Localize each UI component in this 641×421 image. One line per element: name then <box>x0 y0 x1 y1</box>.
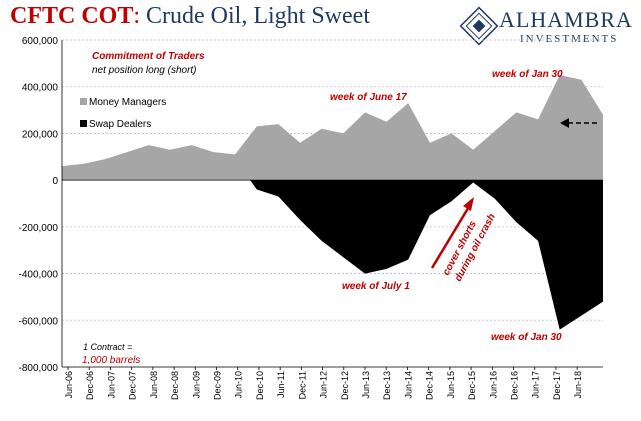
x-tick-label: Jun-13 <box>361 371 371 399</box>
annotation-cot-subtitle: net position long (short) <box>92 65 197 76</box>
x-tick-label: Jun-18 <box>573 371 583 399</box>
x-tick-label: Dec-15 <box>467 371 477 400</box>
legend-swatch-swap-dealers <box>80 120 87 127</box>
annotation-week-jan-30-bottom: week of Jan 30 <box>491 332 562 343</box>
x-tick-label: Dec-07 <box>128 371 138 400</box>
dashed-arrow-head-icon <box>560 118 569 128</box>
x-tick-label: Jun-16 <box>488 371 498 399</box>
title-separator: : <box>133 3 147 29</box>
logo-name: ALHAMBRA <box>499 7 633 32</box>
x-tick-label: Jun-12 <box>319 371 329 399</box>
legend-swatch-money-managers <box>80 98 87 105</box>
y-tick-label: -200,000 <box>19 223 59 234</box>
y-axis: 600,000 400,000 200,000 0 -200,000 -400,000 -6… <box>19 36 63 374</box>
x-tick-label: Jun-08 <box>149 371 159 399</box>
annotation-contract-note: 1 Contract = <box>83 342 132 352</box>
annotation-week-jan-30-top: week of Jan 30 <box>492 69 563 80</box>
y-tick-label: 400,000 <box>22 83 59 94</box>
x-tick-label: Dec-09 <box>213 371 223 400</box>
x-tick-label: Jun-17 <box>531 371 541 399</box>
y-tick-label: 0 <box>52 176 58 187</box>
annotation-week-july-1: week of July 1 <box>342 281 410 292</box>
series-areas <box>62 75 603 330</box>
x-tick-label: Jun-09 <box>191 371 201 399</box>
red-arrow-shaft <box>430 204 472 269</box>
title-part2: Crude Oil, Light Sweet <box>146 3 370 29</box>
y-tick-label: 600,000 <box>22 36 59 47</box>
y-tick-label: -800,000 <box>19 363 59 374</box>
x-tick-label: Jun-07 <box>106 371 116 399</box>
x-tick-label: Dec-11 <box>297 371 307 399</box>
logo-subtitle: INVESTMENTS <box>520 33 619 45</box>
x-tick-label: Dec-08 <box>170 371 180 400</box>
alhambra-logo-icon <box>459 6 499 46</box>
x-tick-label: Jun-10 <box>234 371 244 399</box>
x-axis: Jun-06 Dec-06 Jun-07 Dec-07 Jun-08 Dec-08 Jun-… <box>62 366 603 400</box>
x-tick-label: Dec-13 <box>382 371 392 400</box>
x-tick-label: Dec-10 <box>255 371 265 400</box>
x-tick-label: Dec-17 <box>552 371 562 400</box>
annotation-contract-value: 1,000 barrels <box>82 355 140 366</box>
x-tick-label: Dec-16 <box>510 371 520 400</box>
y-tick-label: 200,000 <box>22 129 59 140</box>
legend: Money Managers Swap Dealers <box>80 97 166 130</box>
series-area-swap-dealers <box>62 149 603 330</box>
annotations: Commitment of Traders net position long (… <box>82 51 600 366</box>
annotation-week-june-17: week of June 17 <box>330 92 407 103</box>
x-tick-label: Dec-12 <box>340 371 350 400</box>
x-tick-label: Jun-06 <box>64 371 74 399</box>
x-tick-label: Dec-06 <box>85 371 95 400</box>
y-tick-label: -400,000 <box>19 270 59 281</box>
title-part1: CFTC COT <box>10 3 134 29</box>
series-area-money-managers <box>62 75 603 181</box>
x-tick-label: Jun-15 <box>446 371 456 399</box>
y-tick-label: -600,000 <box>19 316 59 327</box>
x-tick-label: Dec-14 <box>425 371 435 400</box>
chart-title: CFTC COT: Crude Oil, Light Sweet <box>10 3 370 30</box>
x-tick-label: Jun-14 <box>403 371 413 399</box>
x-tick-label: Jun-11 <box>276 371 286 398</box>
legend-label-money-managers: Money Managers <box>89 97 166 108</box>
red-arrow-head-icon <box>463 197 474 211</box>
annotation-cot-title: Commitment of Traders <box>92 51 205 62</box>
legend-label-swap-dealers: Swap Dealers <box>89 119 151 130</box>
